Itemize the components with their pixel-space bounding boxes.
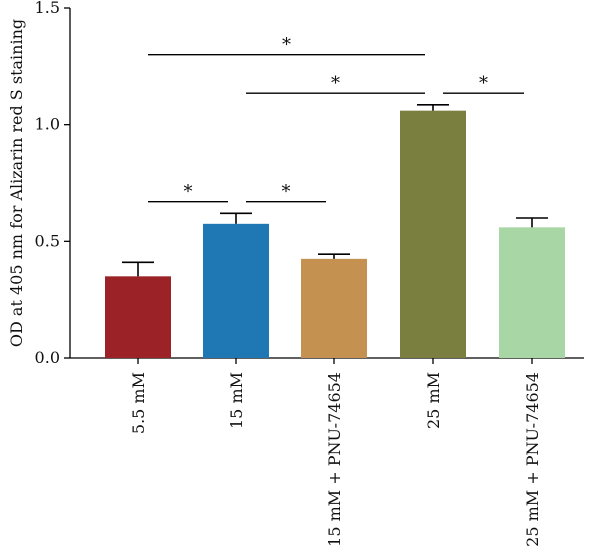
x-tick-label: 15 mM + PNU-74654 [325,372,344,547]
significance-star: * [282,35,291,56]
x-tick-label: 5.5 mM [129,372,148,434]
bar [499,227,565,358]
significance-star: * [184,182,193,203]
bar [105,276,171,358]
y-axis-title: OD at 405 nm for Alizarin red S staining [7,19,26,347]
x-tick-label: 15 mM [227,372,246,429]
bar [203,223,269,358]
y-tick-label: 1.0 [35,115,60,134]
bars [105,104,565,359]
bar [301,258,367,358]
y-tick-label: 0.5 [35,231,60,250]
x-ticks: 5.5 mM 15 mM 15 mM + PNU-74654 25 mM 25 mM +… [129,358,542,547]
significance-star: * [479,73,488,94]
significance-star: * [282,182,291,203]
y-tick-label: 0.0 [35,348,60,367]
x-tick-label: 25 mM [424,372,443,429]
x-tick-label: 25 mM + PNU-74654 [523,372,542,547]
y-ticks: 0.0 0.5 1.0 1.5 [35,0,70,367]
significance-star: * [331,73,340,94]
y-tick-label: 1.5 [35,0,60,17]
significance-markers: * * * * * [148,35,524,203]
bar [400,110,466,359]
